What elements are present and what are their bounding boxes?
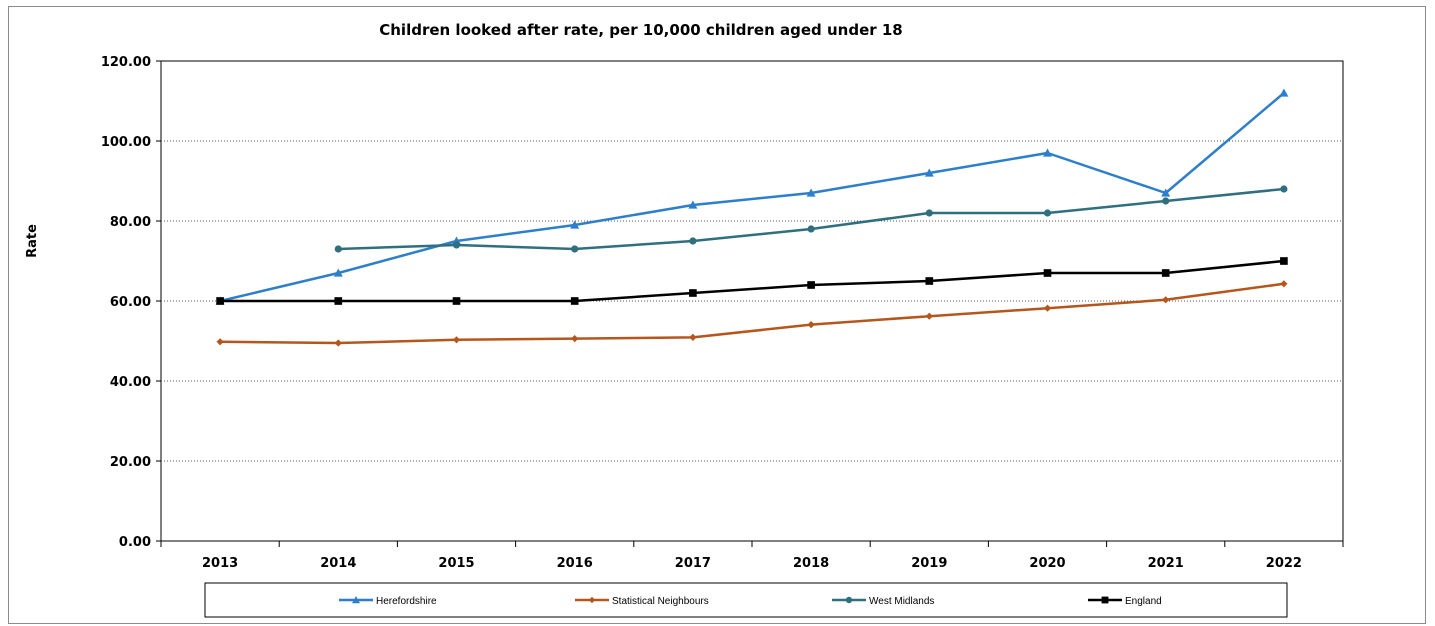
- legend-label: England: [1125, 596, 1162, 607]
- data-point-statistical-neighbours: [571, 335, 579, 343]
- data-point-statistical-neighbours: [334, 339, 342, 347]
- series-statistical-neighbours: [216, 280, 1288, 347]
- data-point-england: [807, 281, 815, 289]
- data-point-statistical-neighbours: [216, 338, 224, 346]
- data-point-herefordshire: [570, 220, 580, 229]
- x-tick-label: 2014: [320, 556, 356, 571]
- x-tick-label: 2021: [1148, 556, 1184, 571]
- legend-item-herefordshire: Herefordshire: [339, 596, 437, 607]
- y-tick-label: 40.00: [110, 375, 151, 390]
- legend-label: West Midlands: [869, 596, 934, 607]
- y-tick-label: 80.00: [110, 215, 151, 230]
- x-tick-label: 2022: [1266, 556, 1302, 571]
- data-point-england: [689, 289, 697, 297]
- x-tick-label: 2018: [793, 556, 829, 571]
- legend-marker: [352, 596, 360, 604]
- data-point-statistical-neighbours: [925, 312, 933, 320]
- axes: 0.00 20.00 40.00 60.00 80.00 100.00 120.00 2013…: [101, 55, 1344, 571]
- data-point-statistical-neighbours: [452, 336, 461, 344]
- data-point-herefordshire: [333, 268, 343, 277]
- data-point-herefordshire: [924, 168, 934, 177]
- x-tick-label: 2020: [1029, 556, 1065, 571]
- data-point-england: [1161, 269, 1170, 277]
- x-tick-label: 2016: [557, 556, 593, 571]
- data-point-statistical-neighbours: [689, 333, 697, 341]
- data-point-statistical-neighbours: [807, 321, 815, 329]
- data-point-england: [1280, 257, 1288, 265]
- x-tick-label: 2015: [438, 556, 474, 571]
- data-point-west-midlands: [452, 241, 461, 249]
- y-tick-label: 120.00: [101, 55, 151, 70]
- x-tick-label: 2013: [202, 556, 238, 571]
- x-tick-label: 2019: [911, 556, 947, 571]
- series-line-herefordshire: [219, 92, 1285, 303]
- y-tick-label: 60.00: [110, 295, 151, 310]
- series-lines: [215, 88, 1289, 347]
- data-point-west-midlands: [571, 245, 579, 253]
- series-herefordshire: [215, 88, 1289, 305]
- legend-marker: [1101, 596, 1109, 604]
- series-line-statistical-neighbours: [220, 282, 1285, 345]
- data-point-west-midlands: [807, 225, 815, 233]
- y-tick-label: 100.00: [101, 135, 151, 150]
- data-point-west-midlands: [1162, 197, 1170, 205]
- y-tick-label: 20.00: [110, 455, 151, 470]
- data-point-england: [452, 297, 461, 305]
- series-west-midlands: [334, 185, 1288, 253]
- data-point-statistical-neighbours: [1162, 296, 1170, 304]
- legend-marker: [588, 596, 596, 604]
- data-point-england: [570, 297, 579, 305]
- data-point-herefordshire: [688, 200, 698, 209]
- data-point-herefordshire: [1161, 188, 1171, 197]
- legend: Herefordshire Statistical Neighbours West …: [204, 582, 1288, 618]
- data-point-england: [216, 297, 224, 305]
- data-point-west-midlands: [334, 245, 342, 253]
- data-point-statistical-neighbours: [1280, 280, 1288, 288]
- data-point-west-midlands: [1280, 185, 1288, 193]
- legend-item-west-midlands: West Midlands: [832, 596, 934, 607]
- series-line-england: [220, 259, 1285, 303]
- data-point-herefordshire: [1043, 148, 1052, 157]
- series-england: [216, 257, 1288, 305]
- data-point-west-midlands: [689, 237, 697, 245]
- legend-marker: [845, 596, 853, 604]
- x-tick-label: 2017: [675, 556, 711, 571]
- data-point-england: [925, 277, 934, 285]
- legend-label: Herefordshire: [376, 596, 437, 607]
- data-point-west-midlands: [1043, 209, 1052, 217]
- data-point-statistical-neighbours: [1043, 304, 1052, 312]
- data-point-herefordshire: [806, 188, 816, 197]
- line-chart: Children looked after rate, per 10,000 c…: [25, 21, 1344, 618]
- data-point-england: [334, 297, 343, 305]
- y-tick-label: 0.00: [119, 535, 151, 550]
- legend-label: Statistical Neighbours: [612, 596, 709, 607]
- legend-item-statistical-neighbours: Statistical Neighbours: [575, 596, 709, 607]
- chart-frame: Children looked after rate, per 10,000 c…: [8, 6, 1426, 624]
- chart-title: Children looked after rate, per 10,000 c…: [379, 21, 902, 39]
- data-point-west-midlands: [925, 209, 933, 217]
- data-point-herefordshire: [1279, 88, 1289, 97]
- legend-item-england: England: [1088, 596, 1162, 607]
- data-point-england: [1043, 269, 1052, 277]
- y-axis-label: Rate: [25, 224, 40, 258]
